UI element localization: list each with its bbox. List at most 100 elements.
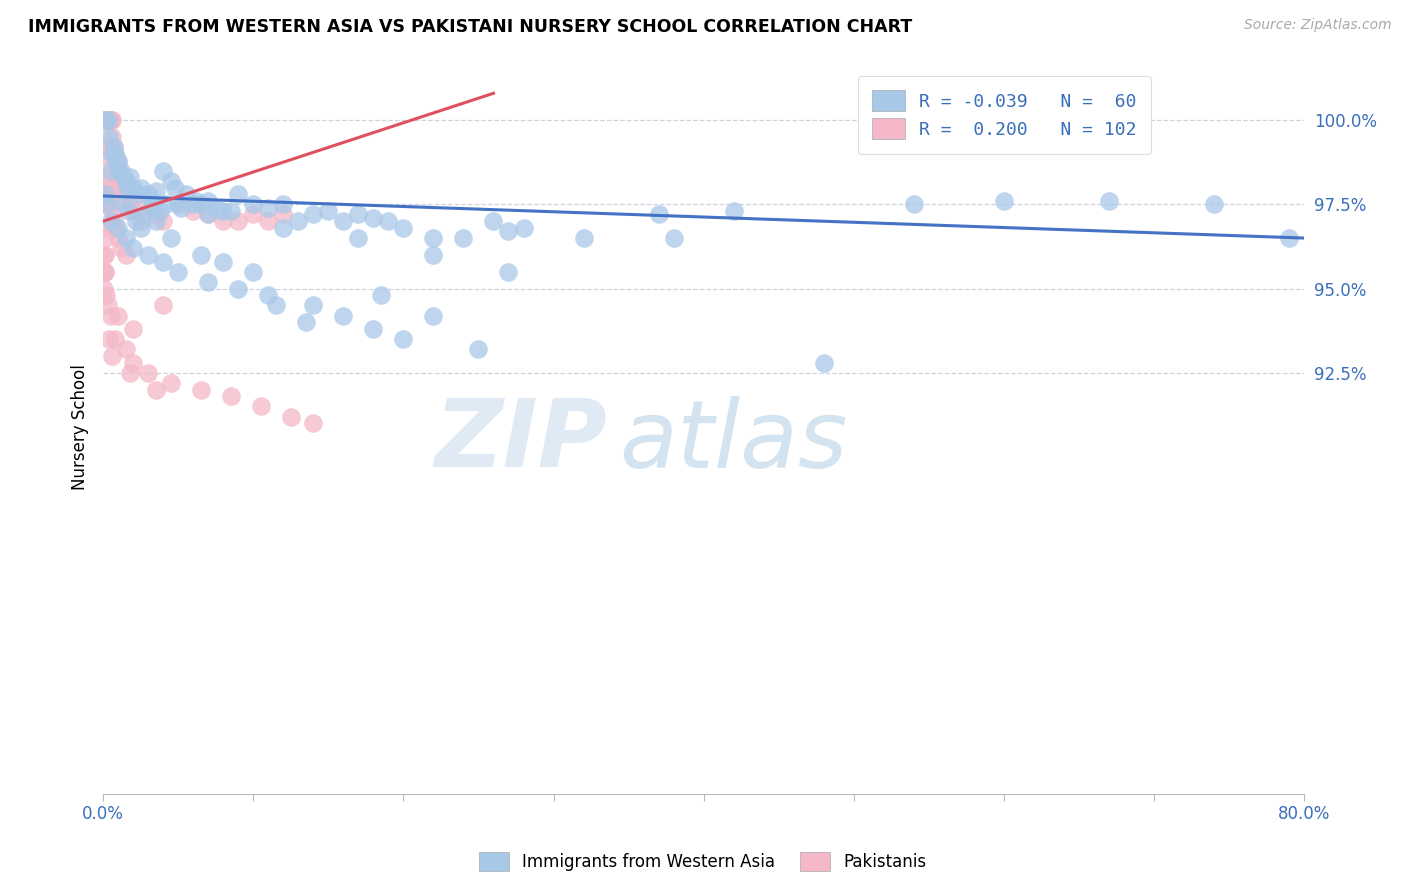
- Point: [107, 163, 129, 178]
- Point: [190, 383, 212, 397]
- Point: [120, 197, 142, 211]
- Point: [302, 417, 325, 431]
- Point: [318, 204, 340, 219]
- Point: [512, 221, 534, 235]
- Point: [122, 241, 145, 255]
- Point: [110, 174, 132, 188]
- Point: [94, 113, 117, 128]
- Text: IMMIGRANTS FROM WESTERN ASIA VS PAKISTANI NURSERY SCHOOL CORRELATION CHART: IMMIGRANTS FROM WESTERN ASIA VS PAKISTAN…: [28, 18, 912, 36]
- Point: [271, 207, 294, 221]
- Point: [96, 197, 118, 211]
- Point: [110, 241, 132, 255]
- Point: [174, 187, 197, 202]
- Point: [97, 174, 120, 188]
- Point: [363, 322, 385, 336]
- Point: [159, 174, 181, 188]
- Point: [94, 147, 117, 161]
- Point: [93, 113, 115, 128]
- Point: [122, 180, 145, 194]
- Point: [264, 298, 287, 312]
- Point: [129, 180, 152, 194]
- Point: [257, 288, 280, 302]
- Point: [120, 170, 142, 185]
- Point: [129, 214, 152, 228]
- Point: [129, 221, 152, 235]
- Point: [212, 204, 235, 219]
- Point: [94, 187, 117, 202]
- Point: [94, 140, 117, 154]
- Point: [332, 214, 354, 228]
- Text: Source: ZipAtlas.com: Source: ZipAtlas.com: [1244, 18, 1392, 32]
- Point: [498, 224, 520, 238]
- Point: [136, 187, 159, 202]
- Point: [100, 113, 122, 128]
- Point: [257, 214, 280, 228]
- Point: [114, 342, 136, 356]
- Point: [453, 231, 475, 245]
- Point: [100, 197, 122, 211]
- Point: [93, 221, 115, 235]
- Point: [377, 214, 399, 228]
- Point: [482, 214, 505, 228]
- Point: [392, 221, 415, 235]
- Point: [96, 113, 118, 128]
- Point: [498, 265, 520, 279]
- Point: [100, 113, 122, 128]
- Point: [110, 163, 132, 178]
- Point: [94, 113, 117, 128]
- Point: [152, 254, 174, 268]
- Point: [197, 194, 219, 208]
- Point: [115, 180, 138, 194]
- Point: [94, 265, 117, 279]
- Point: [93, 282, 115, 296]
- Point: [114, 231, 136, 245]
- Point: [422, 248, 444, 262]
- Point: [167, 265, 190, 279]
- Point: [363, 211, 385, 225]
- Point: [103, 140, 125, 154]
- Point: [271, 221, 294, 235]
- Point: [98, 113, 121, 128]
- Point: [96, 163, 118, 178]
- Point: [219, 389, 242, 403]
- Point: [392, 332, 415, 346]
- Point: [94, 197, 117, 211]
- Point: [108, 163, 131, 178]
- Point: [159, 231, 181, 245]
- Point: [197, 207, 219, 221]
- Point: [242, 207, 264, 221]
- Point: [107, 153, 129, 168]
- Point: [93, 113, 115, 128]
- Point: [145, 184, 167, 198]
- Point: [155, 197, 177, 211]
- Point: [93, 113, 115, 128]
- Point: [125, 214, 148, 228]
- Point: [93, 113, 115, 128]
- Point: [152, 163, 174, 178]
- Point: [97, 113, 120, 128]
- Point: [118, 204, 141, 219]
- Point: [186, 194, 208, 208]
- Point: [226, 214, 249, 228]
- Point: [103, 214, 125, 228]
- Point: [93, 113, 115, 128]
- Point: [101, 113, 124, 128]
- Point: [190, 248, 212, 262]
- Point: [104, 221, 127, 235]
- Point: [993, 194, 1015, 208]
- Point: [98, 113, 121, 128]
- Point: [93, 113, 115, 128]
- Point: [120, 366, 142, 380]
- Point: [97, 298, 120, 312]
- Point: [149, 204, 172, 219]
- Point: [104, 332, 127, 346]
- Point: [242, 197, 264, 211]
- Point: [167, 197, 190, 211]
- Point: [101, 204, 124, 219]
- Point: [98, 130, 121, 145]
- Point: [101, 130, 124, 145]
- Point: [122, 204, 145, 219]
- Point: [97, 180, 120, 194]
- Point: [242, 265, 264, 279]
- Point: [94, 113, 117, 128]
